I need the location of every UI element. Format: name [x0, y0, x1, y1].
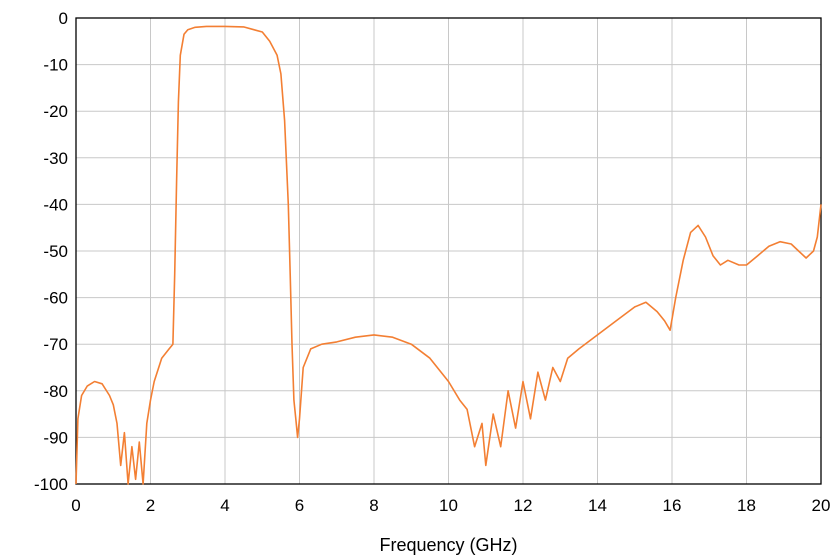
x-tick-label: 10 [439, 496, 458, 515]
x-tick-label: 2 [146, 496, 155, 515]
x-axis-title: Frequency (GHz) [379, 535, 517, 555]
x-tick-label: 14 [588, 496, 607, 515]
y-tick-label: 0 [59, 9, 68, 28]
y-tick-label: -100 [34, 475, 68, 494]
y-tick-label: -70 [43, 335, 68, 354]
x-tick-label: 0 [71, 496, 80, 515]
y-tick-label: -90 [43, 428, 68, 447]
series-line [75, 25, 822, 485]
x-tick-label: 18 [737, 496, 756, 515]
grid [76, 18, 821, 484]
y-tick-label: -10 [43, 56, 68, 75]
x-tick-label: 8 [369, 496, 378, 515]
x-tick-label: 4 [220, 496, 229, 515]
x-tick-label: 6 [295, 496, 304, 515]
plot-area-frame [75, 17, 822, 485]
y-tick-label: -60 [43, 289, 68, 308]
x-tick-label: 20 [812, 496, 831, 515]
y-tick-label: -20 [43, 102, 68, 121]
x-tick-label: 12 [514, 496, 533, 515]
y-tick-label: -40 [43, 195, 68, 214]
y-axis-tick-labels: 0 -10 -20 -30 -40 -50 -60 -70 -80 -90 -100 [34, 9, 68, 494]
y-tick-label: -30 [43, 149, 68, 168]
y-tick-label: -50 [43, 242, 68, 261]
y-tick-label: -80 [43, 382, 68, 401]
x-tick-label: 16 [663, 496, 682, 515]
series-layer [75, 25, 822, 485]
x-axis-tick-labels: 0 2 4 6 8 10 12 14 16 18 20 [71, 496, 830, 515]
